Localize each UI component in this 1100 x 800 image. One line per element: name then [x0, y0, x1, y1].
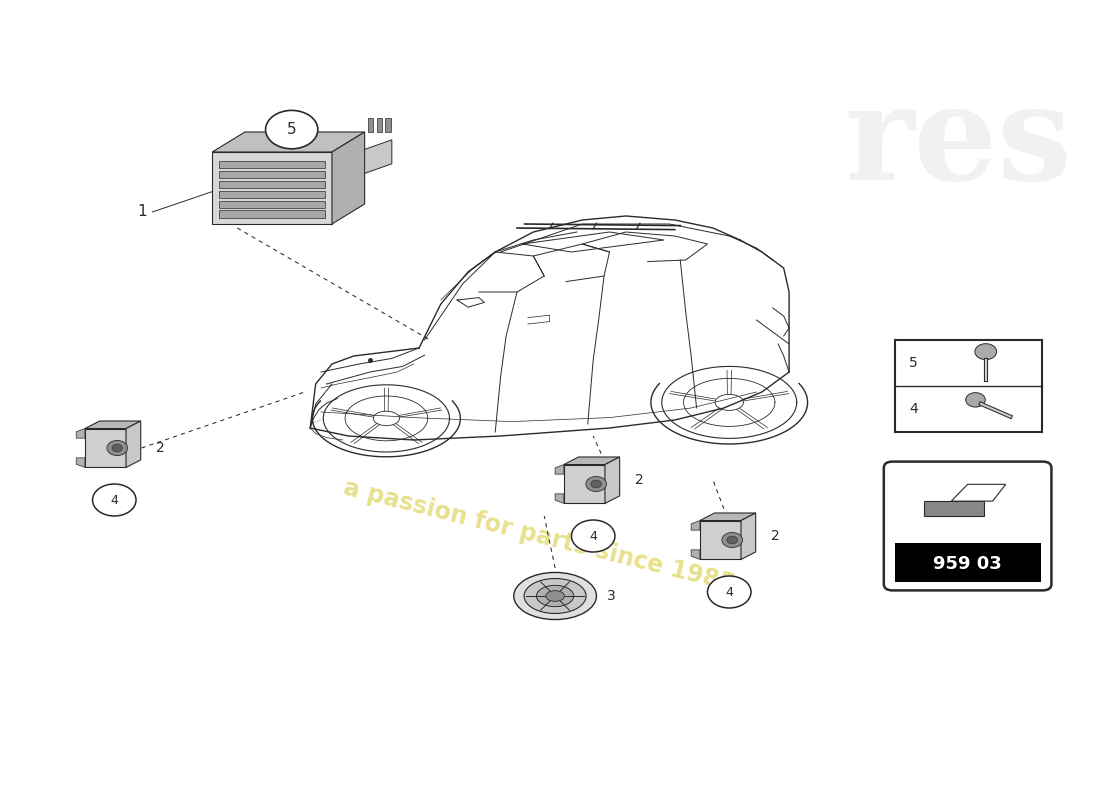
- Polygon shape: [924, 501, 983, 516]
- Text: 5: 5: [909, 356, 917, 370]
- Polygon shape: [385, 118, 390, 132]
- Polygon shape: [367, 118, 373, 132]
- Polygon shape: [741, 513, 756, 559]
- Polygon shape: [556, 494, 564, 503]
- Text: 4: 4: [590, 530, 597, 542]
- Circle shape: [591, 480, 602, 488]
- Polygon shape: [700, 513, 756, 521]
- FancyBboxPatch shape: [894, 543, 1041, 582]
- Polygon shape: [219, 181, 326, 188]
- Polygon shape: [952, 484, 1005, 501]
- Polygon shape: [376, 118, 382, 132]
- Polygon shape: [212, 152, 332, 224]
- Text: 4: 4: [110, 494, 118, 506]
- Circle shape: [265, 110, 318, 149]
- FancyBboxPatch shape: [883, 462, 1052, 590]
- Polygon shape: [126, 421, 141, 467]
- FancyBboxPatch shape: [894, 340, 1042, 432]
- Polygon shape: [219, 161, 326, 168]
- Polygon shape: [691, 550, 700, 559]
- Circle shape: [586, 477, 606, 491]
- Polygon shape: [219, 171, 326, 178]
- Text: 4: 4: [909, 402, 917, 416]
- Circle shape: [571, 520, 615, 552]
- Text: res: res: [844, 79, 1071, 209]
- Polygon shape: [700, 521, 741, 559]
- Polygon shape: [212, 132, 364, 152]
- Polygon shape: [364, 140, 392, 174]
- Polygon shape: [85, 421, 141, 429]
- Text: 5: 5: [287, 122, 297, 137]
- Circle shape: [92, 484, 136, 516]
- Text: 2: 2: [155, 441, 164, 455]
- Polygon shape: [605, 457, 619, 503]
- Polygon shape: [76, 458, 85, 467]
- Polygon shape: [691, 521, 700, 530]
- Polygon shape: [332, 132, 364, 224]
- Polygon shape: [219, 210, 326, 218]
- Polygon shape: [564, 465, 605, 503]
- Ellipse shape: [537, 586, 574, 606]
- Circle shape: [966, 393, 986, 407]
- Ellipse shape: [514, 573, 596, 619]
- Text: 2: 2: [635, 473, 643, 487]
- Circle shape: [727, 536, 737, 544]
- Polygon shape: [556, 465, 564, 474]
- Ellipse shape: [524, 578, 586, 614]
- Circle shape: [107, 441, 128, 455]
- Circle shape: [112, 444, 122, 452]
- Polygon shape: [85, 429, 126, 467]
- Text: 959 03: 959 03: [933, 554, 1002, 573]
- Text: 3: 3: [607, 589, 616, 603]
- Ellipse shape: [546, 590, 564, 602]
- Polygon shape: [76, 429, 85, 438]
- Text: 2: 2: [771, 529, 780, 543]
- Circle shape: [707, 576, 751, 608]
- Polygon shape: [219, 190, 326, 198]
- Circle shape: [722, 533, 742, 547]
- Text: 4: 4: [725, 586, 734, 598]
- Text: 1: 1: [138, 205, 147, 219]
- Polygon shape: [564, 457, 619, 465]
- Circle shape: [975, 344, 997, 360]
- Text: a passion for parts since 1985: a passion for parts since 1985: [341, 476, 737, 596]
- Polygon shape: [219, 201, 326, 208]
